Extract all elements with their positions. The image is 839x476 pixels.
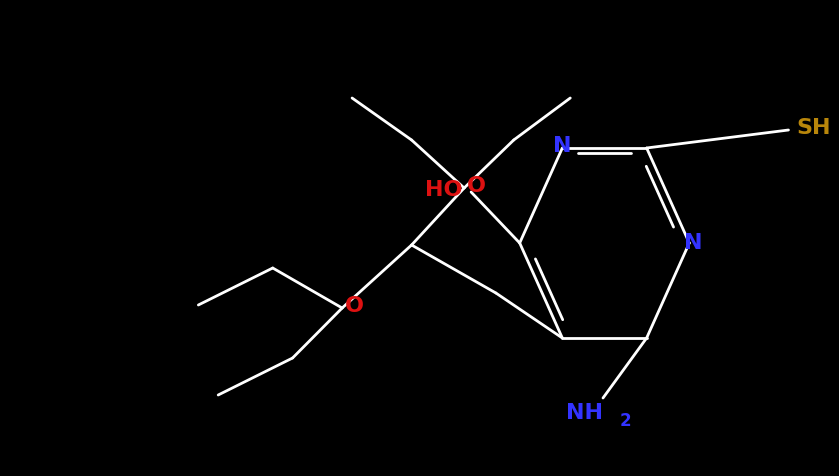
Text: NH: NH bbox=[566, 403, 603, 423]
Text: HO: HO bbox=[425, 179, 463, 199]
Text: 2: 2 bbox=[620, 412, 631, 430]
Text: N: N bbox=[684, 233, 703, 253]
Text: O: O bbox=[466, 176, 486, 196]
Text: N: N bbox=[553, 136, 571, 156]
Text: O: O bbox=[345, 296, 363, 316]
Text: SH: SH bbox=[797, 118, 831, 138]
